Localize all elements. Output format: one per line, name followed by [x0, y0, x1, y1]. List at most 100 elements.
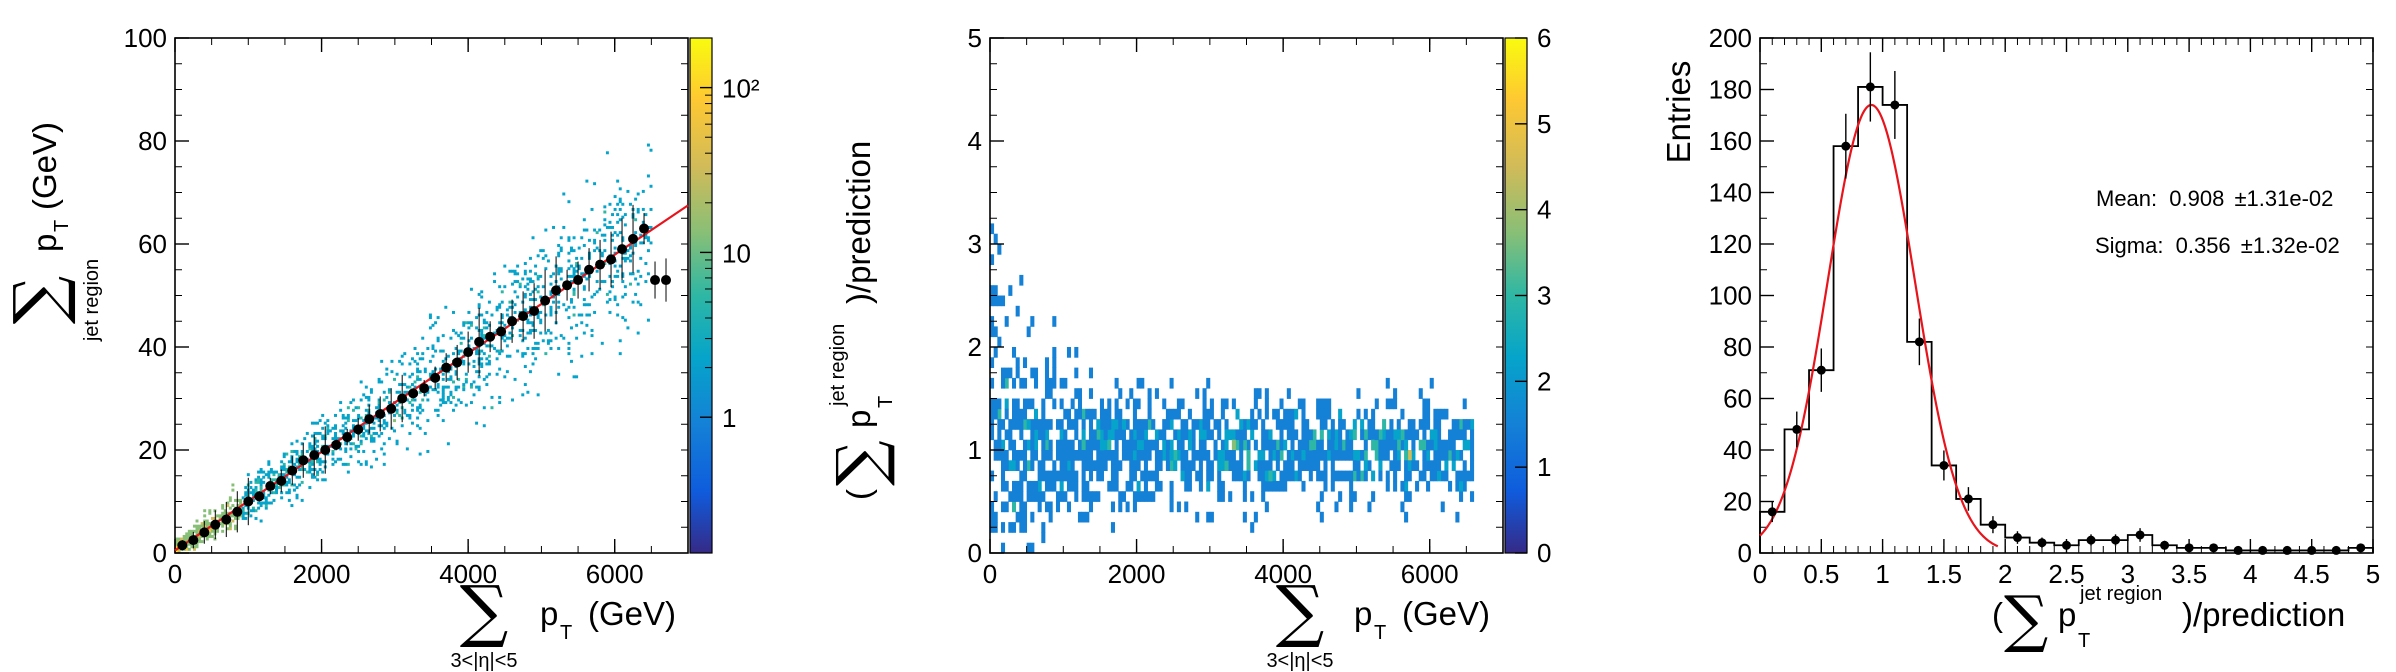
- heatmap-cell: [1180, 460, 1185, 471]
- heatmap-cell: [251, 491, 255, 495]
- heatmap-cell: [487, 323, 491, 327]
- panel-1-ylabel-unit: (GeV): [26, 122, 63, 210]
- heatmap-cell: [534, 298, 538, 302]
- heatmap-cell: [449, 367, 453, 371]
- heatmap-cell: [621, 316, 625, 320]
- heatmap-cell: [1250, 522, 1255, 533]
- heatmap-cell: [1096, 470, 1101, 482]
- heatmap-cell: [410, 383, 414, 387]
- heatmap-cell: [572, 267, 576, 271]
- heatmap-cell: [377, 403, 381, 407]
- heatmap-cell: [1312, 429, 1317, 441]
- heatmap-cell: [580, 354, 584, 358]
- heatmap-cell: [254, 516, 258, 520]
- hist-point: [2037, 538, 2047, 548]
- heatmap-cell: [1114, 460, 1119, 471]
- heatmap-cell: [295, 496, 299, 500]
- heatmap-cell: [395, 408, 399, 412]
- heatmap-cell: [523, 269, 527, 273]
- heatmap-cell: [1455, 419, 1460, 430]
- heatmap-cell: [1154, 460, 1159, 471]
- heatmap-cell: [226, 511, 230, 515]
- heatmap-cell: [567, 274, 571, 278]
- heatmap-cell: [1338, 450, 1343, 461]
- heatmap-cell: [1000, 480, 1006, 492]
- heatmap-cell: [1250, 408, 1255, 420]
- heatmap-cell: [549, 274, 553, 278]
- heatmap-cell: [549, 282, 553, 286]
- heatmap-cell: [426, 390, 430, 394]
- heatmap-cell: [1048, 439, 1053, 451]
- heatmap-cell: [1404, 450, 1409, 461]
- heatmap-cell: [187, 532, 191, 536]
- heatmap-cell: [1184, 450, 1189, 461]
- stat-sigma-pm: ±: [2241, 233, 2253, 258]
- heatmap-cell: [539, 331, 543, 335]
- heatmap-cell: [305, 431, 309, 435]
- heatmap-cell: [1162, 398, 1167, 410]
- heatmap-cell: [636, 269, 640, 273]
- heatmap-cell: [1323, 419, 1328, 430]
- heatmap-cell: [346, 462, 350, 466]
- heatmap-cell: [1147, 408, 1152, 420]
- heatmap-cell: [1077, 511, 1083, 523]
- heatmap-cell: [595, 246, 599, 250]
- heatmap-cell: [1099, 460, 1104, 471]
- panel-3-xtick-label: 2: [1998, 559, 2012, 589]
- heatmap-cell: [408, 385, 412, 389]
- heatmap-cell: [498, 349, 502, 353]
- heatmap-cell: [997, 408, 1002, 420]
- heatmap-cell: [269, 468, 273, 471]
- heatmap-cell: [446, 385, 450, 389]
- heatmap-cell: [1187, 408, 1192, 420]
- heatmap-cell: [364, 437, 368, 441]
- heatmap-cell: [541, 249, 545, 253]
- heatmap-cell: [485, 362, 489, 366]
- heatmap-cell: [1202, 419, 1207, 430]
- heatmap-cell: [1033, 480, 1039, 492]
- heatmap-cell: [231, 504, 235, 508]
- heatmap-cell: [523, 352, 527, 356]
- heatmap-cell: [580, 313, 584, 317]
- heatmap-cell: [387, 388, 391, 392]
- heatmap-cell: [621, 272, 625, 276]
- heatmap-cell: [575, 264, 579, 268]
- heatmap-cell: [1129, 470, 1134, 482]
- heatmap-cell: [1147, 419, 1152, 430]
- stat-mean-error: 1.31e-02: [2247, 186, 2334, 211]
- heatmap-cell: [377, 406, 381, 410]
- profile-point: [430, 372, 441, 383]
- heatmap-cell: [1393, 460, 1398, 471]
- panel-1-xtick-label: 0: [168, 559, 182, 589]
- heatmap-cell: [631, 300, 635, 304]
- heatmap-cell: [618, 187, 622, 191]
- heatmap-cell: [1085, 439, 1090, 451]
- panel-1-xtick-label: 2000: [293, 559, 351, 589]
- heatmap-cell: [357, 406, 361, 410]
- heatmap-cell: [482, 334, 486, 338]
- heatmap-cell: [544, 267, 548, 271]
- colorbar-label: 3: [1537, 281, 1551, 311]
- heatmap-cell: [500, 321, 504, 325]
- heatmap-cell: [1462, 470, 1467, 482]
- heatmap-cell: [385, 372, 389, 376]
- heatmap-cell: [405, 398, 409, 402]
- hist-point: [2233, 545, 2243, 555]
- heatmap-cell: [1099, 419, 1104, 430]
- heatmap-cell: [477, 385, 481, 389]
- heatmap-cell: [1334, 501, 1339, 513]
- heatmap-cell: [446, 395, 450, 399]
- heatmap-cell: [1158, 460, 1163, 471]
- heatmap-cell: [526, 287, 530, 291]
- heatmap-cell: [505, 336, 509, 340]
- heatmap-cell: [310, 468, 314, 471]
- heatmap-cell: [272, 470, 276, 474]
- heatmap-cell: [500, 316, 504, 320]
- heatmap-cell: [1349, 501, 1354, 513]
- heatmap-cell: [251, 488, 255, 492]
- heatmap-cell: [1455, 511, 1460, 523]
- heatmap-cell: [603, 205, 607, 209]
- heatmap-cell: [364, 462, 368, 466]
- heatmap-cell: [175, 540, 178, 544]
- hist-point: [2012, 533, 2022, 543]
